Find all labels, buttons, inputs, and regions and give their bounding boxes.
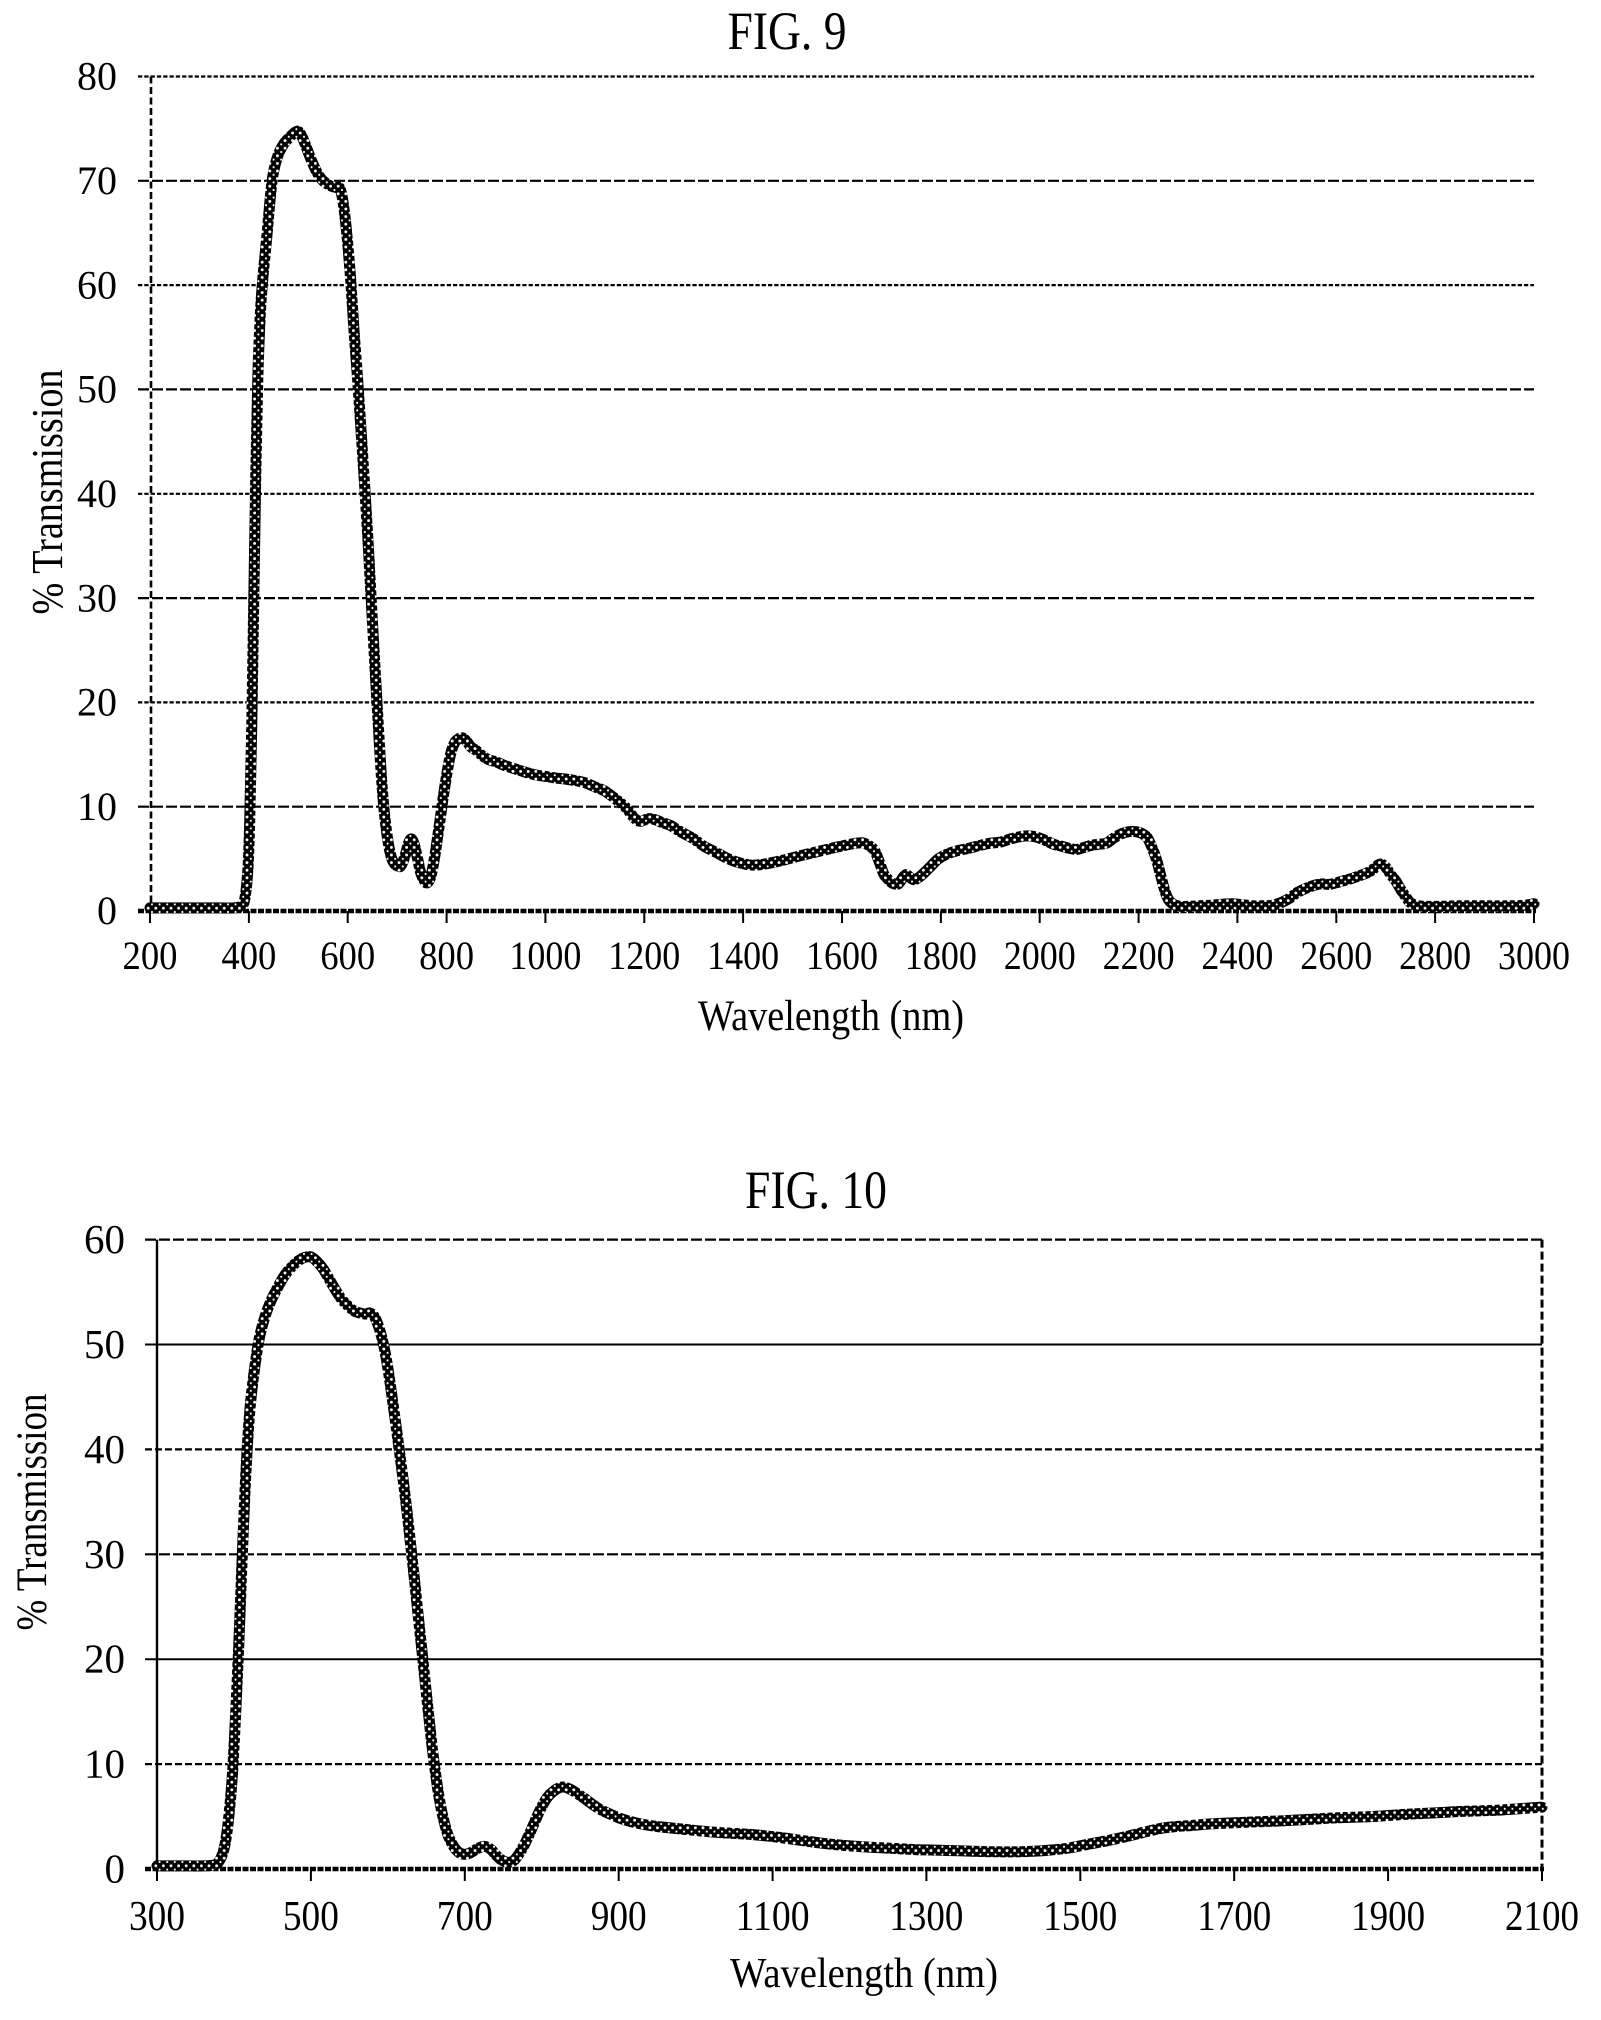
svg-text:Wavelength (nm): Wavelength (nm) <box>698 993 964 1040</box>
svg-text:FIG. 9: FIG. 9 <box>728 1 847 61</box>
svg-text:40: 40 <box>77 471 117 516</box>
svg-text:600: 600 <box>320 933 375 978</box>
svg-text:0: 0 <box>105 1846 126 1892</box>
svg-text:800: 800 <box>419 933 474 978</box>
svg-text:20: 20 <box>84 1636 125 1682</box>
svg-text:20: 20 <box>77 680 117 725</box>
svg-text:2200: 2200 <box>1103 933 1175 978</box>
svg-text:1800: 1800 <box>905 933 977 978</box>
svg-text:1300: 1300 <box>889 1894 963 1940</box>
svg-text:60: 60 <box>77 262 117 307</box>
svg-text:80: 80 <box>77 54 117 99</box>
svg-text:30: 30 <box>77 575 117 620</box>
svg-text:Wavelength (nm): Wavelength (nm) <box>730 1951 998 1997</box>
svg-text:50: 50 <box>84 1321 125 1367</box>
svg-text:700: 700 <box>437 1894 493 1940</box>
svg-text:2100: 2100 <box>1505 1894 1579 1940</box>
svg-text:% Transmission: % Transmission <box>9 1394 56 1631</box>
svg-text:2800: 2800 <box>1399 933 1471 978</box>
svg-text:60: 60 <box>84 1216 125 1262</box>
svg-text:500: 500 <box>283 1894 339 1940</box>
svg-text:70: 70 <box>77 158 117 203</box>
svg-text:1200: 1200 <box>608 933 680 978</box>
svg-text:1700: 1700 <box>1197 1894 1271 1940</box>
svg-text:1100: 1100 <box>736 1894 810 1940</box>
svg-text:300: 300 <box>129 1894 185 1940</box>
svg-text:0: 0 <box>97 888 117 933</box>
svg-text:1000: 1000 <box>509 933 581 978</box>
svg-text:% Transmission: % Transmission <box>23 370 72 615</box>
svg-text:200: 200 <box>123 933 178 978</box>
svg-text:2400: 2400 <box>1201 933 1273 978</box>
svg-text:50: 50 <box>77 367 117 412</box>
svg-text:10: 10 <box>84 1741 125 1787</box>
svg-text:1500: 1500 <box>1043 1894 1117 1940</box>
svg-text:10: 10 <box>77 784 117 829</box>
svg-text:1900: 1900 <box>1351 1894 1425 1940</box>
svg-text:FIG. 10: FIG. 10 <box>745 1160 887 1220</box>
svg-text:2600: 2600 <box>1300 933 1372 978</box>
svg-text:900: 900 <box>591 1894 647 1940</box>
svg-text:2000: 2000 <box>1004 933 1076 978</box>
svg-text:400: 400 <box>221 933 276 978</box>
svg-text:1400: 1400 <box>707 933 779 978</box>
svg-text:40: 40 <box>84 1426 125 1472</box>
svg-text:3000: 3000 <box>1498 933 1570 978</box>
svg-text:30: 30 <box>84 1531 125 1577</box>
svg-text:1600: 1600 <box>806 933 878 978</box>
